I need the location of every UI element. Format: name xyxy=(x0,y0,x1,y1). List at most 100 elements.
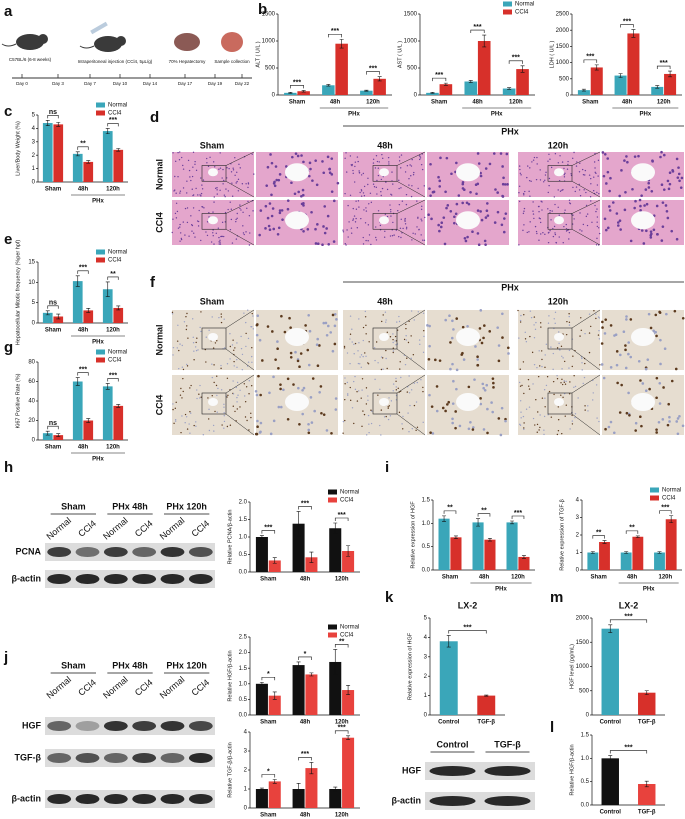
nucleus xyxy=(273,180,276,184)
bar xyxy=(113,149,124,182)
nucleus xyxy=(343,345,346,348)
vessel xyxy=(208,398,218,406)
significance-bracket xyxy=(609,750,648,754)
nucleus xyxy=(448,314,451,318)
error-bar xyxy=(624,551,629,554)
nucleus xyxy=(351,407,354,409)
error-bar xyxy=(657,551,662,554)
nucleus xyxy=(410,310,413,312)
x-tick-label: 48h xyxy=(300,720,311,726)
x-tick-label: 48h xyxy=(622,100,633,106)
nucleus xyxy=(314,227,317,231)
zoom-line xyxy=(225,151,255,166)
nucleus xyxy=(658,402,662,405)
nucleus xyxy=(186,207,189,209)
error-bar xyxy=(581,88,586,92)
nucleus xyxy=(365,403,368,405)
y-axis-label: Hepatocellular Mitotic frequency (%per h… xyxy=(15,240,21,346)
y-tick-label: 0.5 xyxy=(581,779,590,785)
nucleus xyxy=(364,310,367,313)
nucleus xyxy=(549,158,551,160)
error-bar xyxy=(602,540,607,544)
nucleus xyxy=(418,339,421,341)
nucleus xyxy=(252,328,254,330)
nucleus xyxy=(182,377,184,380)
blot-band xyxy=(429,795,476,807)
nucleus xyxy=(592,190,595,192)
nucleus xyxy=(249,232,251,234)
zoom-box xyxy=(201,327,227,350)
nucleus xyxy=(192,318,194,320)
error-bar xyxy=(333,649,338,675)
error-bar xyxy=(521,555,526,559)
significance-label: *** xyxy=(624,614,632,621)
error-bar xyxy=(309,672,314,677)
nucleus xyxy=(595,244,598,246)
nucleus xyxy=(279,387,282,391)
nucleus xyxy=(550,346,552,348)
zoom-line xyxy=(396,151,426,166)
significance-bracket xyxy=(298,506,312,510)
nucleus xyxy=(533,324,535,326)
nucleus xyxy=(678,179,681,183)
nucleus xyxy=(190,179,192,182)
y-tick-label: 1.5 xyxy=(239,517,248,523)
nucleus xyxy=(356,391,358,393)
significance-bracket xyxy=(261,676,276,681)
nucleus xyxy=(596,225,599,228)
nucleus xyxy=(234,410,236,413)
nucleus xyxy=(199,397,201,399)
nucleus xyxy=(184,422,186,424)
nucleus xyxy=(596,221,598,223)
blot-band xyxy=(188,793,213,805)
blot-band xyxy=(103,573,128,585)
nucleus xyxy=(213,364,215,366)
vessel xyxy=(554,333,564,341)
nucleus xyxy=(184,207,187,210)
blot-row-label: PCNA xyxy=(15,546,41,556)
nucleus xyxy=(174,407,177,410)
nucleus xyxy=(346,381,349,384)
nucleus xyxy=(385,319,387,321)
bar xyxy=(516,69,529,95)
mouse-icon xyxy=(116,36,126,46)
blot-group: PHx 120h xyxy=(166,660,207,670)
nucleus xyxy=(278,211,282,215)
y-tick-label: 3 xyxy=(244,749,248,755)
significance-bracket xyxy=(107,276,119,280)
nucleus xyxy=(179,240,181,242)
nucleus xyxy=(245,345,247,348)
nucleus xyxy=(182,168,185,170)
nucleus xyxy=(572,214,574,216)
y-tick-label: 60 xyxy=(28,379,35,385)
nucleus xyxy=(248,215,251,217)
nucleus xyxy=(438,229,441,233)
bar xyxy=(83,161,94,182)
nucleus xyxy=(391,235,394,237)
legend-label: CCl4 xyxy=(340,633,354,639)
nucleus xyxy=(467,385,471,389)
significance-label: *** xyxy=(369,65,377,72)
panel-letter: m xyxy=(550,589,563,606)
nucleus xyxy=(192,151,195,153)
nucleus xyxy=(216,394,218,397)
nucleus xyxy=(232,167,234,169)
nucleus xyxy=(197,225,200,227)
nucleus xyxy=(476,209,480,212)
nucleus xyxy=(563,225,565,228)
nucleus xyxy=(353,343,355,346)
chart-title: LX-2 xyxy=(458,600,478,610)
nucleus xyxy=(604,318,608,321)
nucleus xyxy=(309,167,312,171)
nucleus xyxy=(565,404,567,406)
nucleus xyxy=(257,374,260,378)
nucleus xyxy=(518,381,521,384)
nucleus xyxy=(506,183,509,186)
bar xyxy=(438,518,450,570)
nucleus xyxy=(417,217,419,219)
nucleus xyxy=(465,201,469,205)
nucleus xyxy=(358,172,361,174)
significance-label: *** xyxy=(338,725,346,732)
bar xyxy=(477,41,491,95)
